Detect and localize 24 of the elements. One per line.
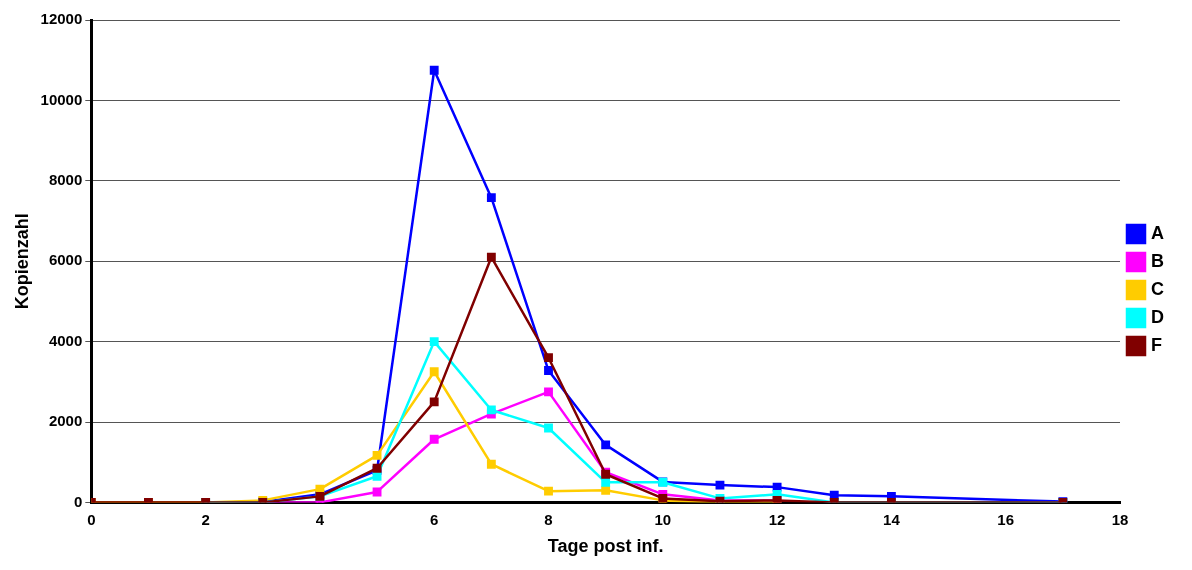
x-tick-label: 14: [883, 510, 901, 528]
x-axis-title: Tage post inf.: [547, 536, 664, 557]
y-tick-label: 0: [73, 492, 83, 510]
y-tick-label: 4000: [48, 331, 83, 349]
x-tick-label: 2: [201, 510, 210, 528]
legend-label: D: [1151, 306, 1164, 327]
x-tick-label: 4: [315, 510, 325, 528]
y-tick-label: 6000: [48, 251, 83, 269]
y-tick-label: 12000: [40, 10, 83, 28]
x-tick-label: 18: [1111, 510, 1129, 528]
x-tick-label: 12: [768, 510, 786, 528]
legend-label: C: [1151, 278, 1164, 299]
y-tick-label: 2000: [48, 412, 83, 430]
legend-label: B: [1151, 250, 1164, 271]
x-tick-label: 10: [654, 510, 672, 528]
y-axis-title: Kopienzahl: [11, 213, 32, 310]
legend-label: F: [1151, 334, 1162, 355]
y-tick-label: 10000: [40, 90, 83, 108]
y-tick-label: 8000: [48, 170, 83, 188]
x-tick-label: 8: [544, 510, 553, 528]
x-tick-label: 16: [997, 510, 1015, 528]
x-tick-label: 0: [87, 510, 96, 528]
legend-label: A: [1151, 222, 1164, 243]
x-tick-label: 6: [430, 510, 439, 528]
